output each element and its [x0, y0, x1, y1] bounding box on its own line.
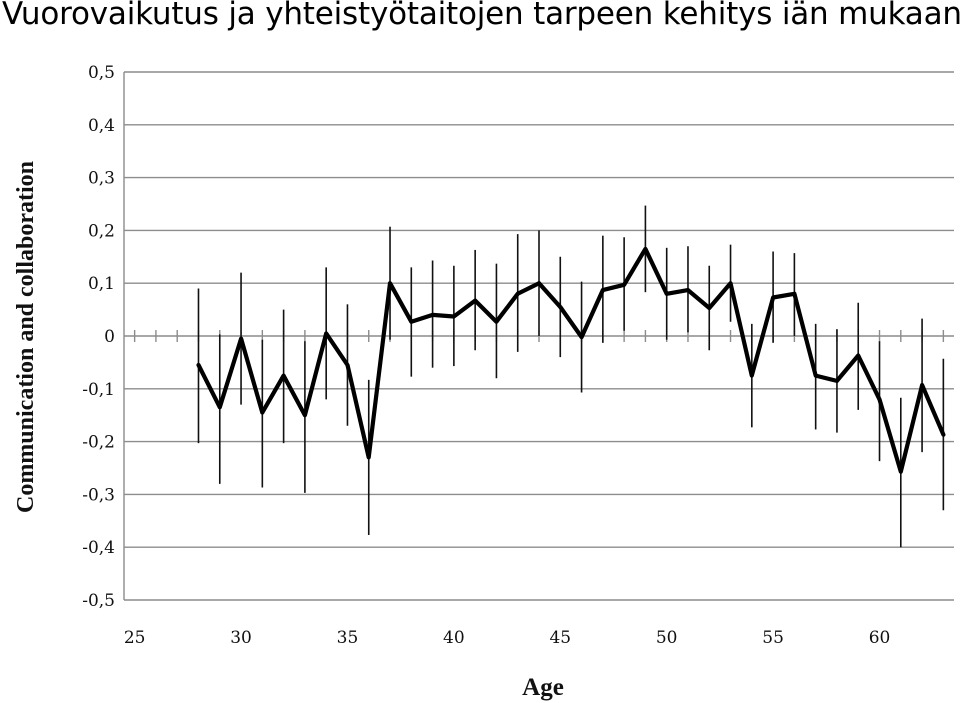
x-axis-title: Age — [522, 674, 564, 701]
y-tick-labels: 0,5 0,4 0,3 0,2 0,1 0 -0,1 -0,2 -0,3 -0,4 -0,5 — [82, 63, 115, 611]
y-tick-label: 0,4 — [88, 116, 115, 136]
x-tick-label: 45 — [549, 628, 571, 648]
x-tick-label: 55 — [762, 628, 784, 648]
x-tick-label: 35 — [337, 628, 359, 648]
series-line — [196, 246, 946, 474]
y-tick-label: 0,2 — [88, 221, 115, 241]
y-tick-label: -0,2 — [82, 433, 115, 453]
y-axis-title: Communication and collaboration — [13, 161, 39, 513]
x-tick-label: 60 — [869, 628, 891, 648]
y-tick-label: 0,1 — [88, 274, 115, 294]
page-title: Vuorovaikutus ja yhteistyötaitojen tarpe… — [2, 0, 960, 32]
y-tick-label: 0,5 — [88, 63, 115, 83]
x-tick-labels: 25 30 35 40 45 50 55 60 — [124, 628, 891, 648]
y-tick-label: -0,5 — [82, 591, 115, 611]
grid-lines — [124, 71, 954, 601]
y-tick-label: -0,4 — [82, 538, 115, 558]
x-tick-label: 40 — [443, 628, 465, 648]
x-tick-label: 50 — [656, 628, 678, 648]
y-tick-label: 0,3 — [88, 169, 115, 189]
data-series — [196, 246, 946, 474]
x-tick-label: 30 — [230, 628, 252, 648]
y-tick-label: -0,3 — [82, 485, 115, 505]
y-tick-label: 0 — [104, 327, 115, 347]
y-tick-label: -0,1 — [82, 380, 115, 400]
error-bars — [197, 205, 945, 548]
x-tick-label: 25 — [124, 628, 146, 648]
